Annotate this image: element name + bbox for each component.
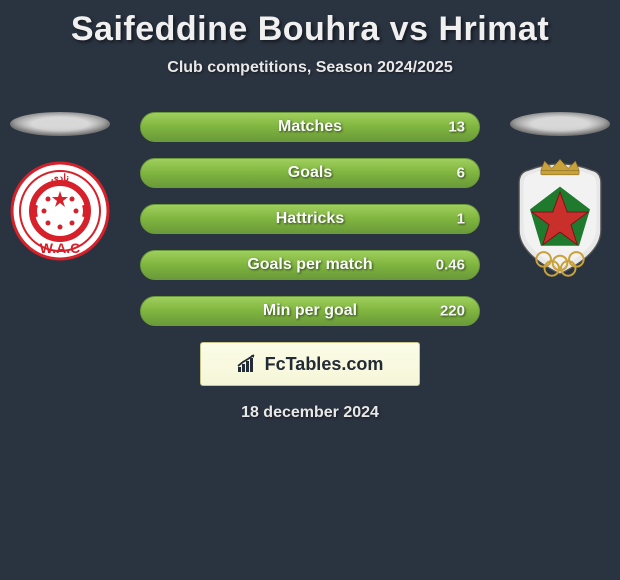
page-title: Saifeddine Bouhra vs Hrimat — [0, 0, 620, 49]
date-text: 18 december 2024 — [0, 404, 620, 422]
comparison-panel: W.A.C نادي — [0, 112, 620, 422]
stat-row: Hattricks 1 — [140, 204, 480, 234]
avatar-placeholder-left — [10, 112, 110, 136]
stats-list: Matches 13 Goals 6 Hattricks 1 Goals per… — [140, 112, 480, 326]
stat-right-value: 220 — [440, 303, 465, 320]
stat-label: Goals — [141, 164, 479, 182]
player-right-column — [510, 112, 610, 258]
wydad-logo-icon: W.A.C نادي — [10, 161, 110, 261]
stat-label: Hattricks — [141, 210, 479, 228]
brand-text: FcTables.com — [265, 354, 384, 375]
club-badge-left: W.A.C نادي — [10, 161, 110, 261]
asfar-logo-icon — [510, 158, 610, 288]
svg-text:نادي: نادي — [51, 173, 69, 184]
stat-right-value: 0.46 — [436, 257, 465, 274]
player-left-column: W.A.C نادي — [10, 112, 110, 261]
stat-right-value: 6 — [457, 165, 465, 182]
subtitle: Club competitions, Season 2024/2025 — [0, 59, 620, 77]
avatar-placeholder-right — [510, 112, 610, 136]
stat-row: Goals 6 — [140, 158, 480, 188]
chart-icon — [237, 354, 259, 374]
stat-row: Matches 13 — [140, 112, 480, 142]
stat-row: Min per goal 220 — [140, 296, 480, 326]
stat-right-value: 13 — [448, 119, 465, 136]
brand-box[interactable]: FcTables.com — [200, 342, 420, 386]
stat-label: Goals per match — [141, 256, 479, 274]
club-badge-right — [510, 158, 610, 258]
stat-right-value: 1 — [457, 211, 465, 228]
stat-label: Min per goal — [141, 302, 479, 320]
stat-row: Goals per match 0.46 — [140, 250, 480, 280]
stat-label: Matches — [141, 118, 479, 136]
svg-text:W.A.C: W.A.C — [40, 240, 80, 256]
